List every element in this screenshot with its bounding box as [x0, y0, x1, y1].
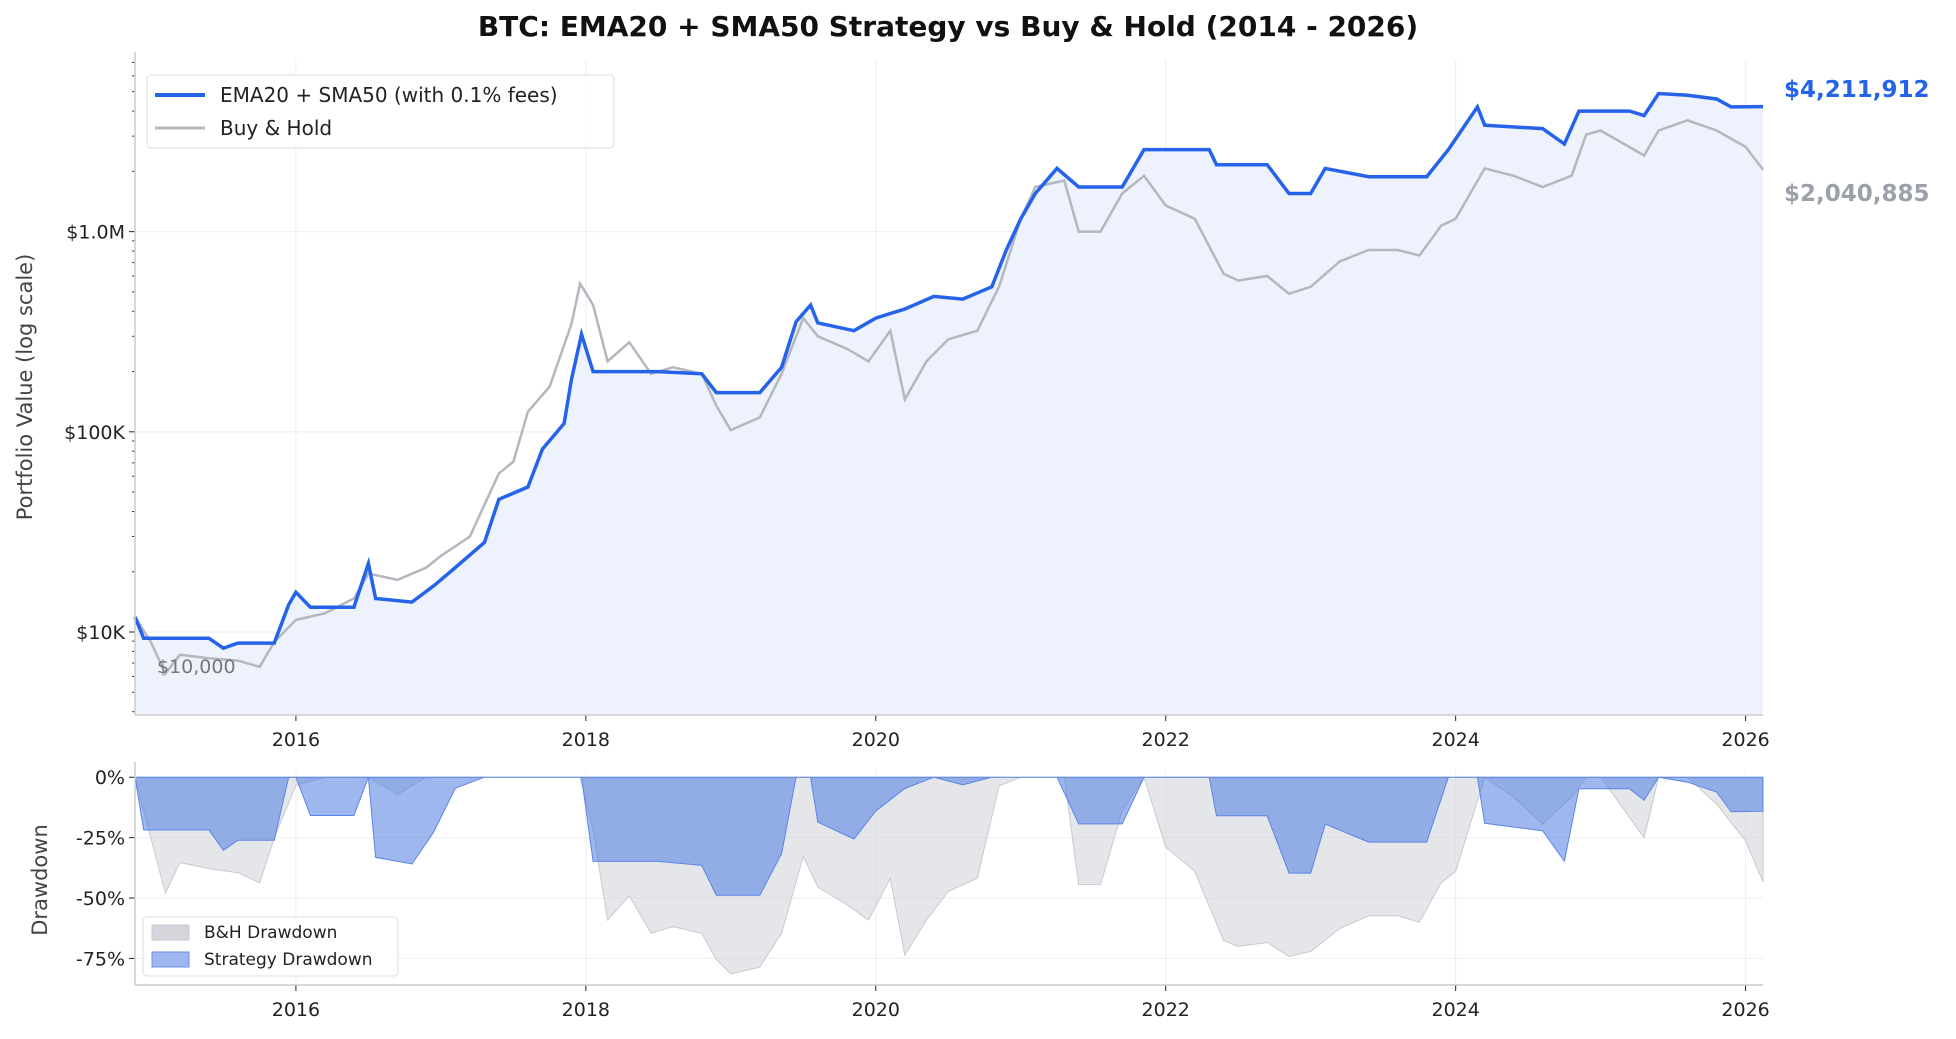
y-tick-label: -25%	[76, 828, 125, 850]
strategy-line	[133, 91, 1764, 651]
legend: EMA20 + SMA50 (with 0.1% fees) Buy & Hol…	[146, 74, 615, 149]
x-tick-label: 2016	[272, 729, 320, 751]
x-tick-label: 2018	[562, 729, 610, 751]
drawdown-y-axis-label: Drawdown	[28, 824, 52, 936]
chart-title: BTC: EMA20 + SMA50 Strategy vs Buy & Hol…	[478, 10, 1418, 43]
bh-end-label: $2,040,885	[1784, 181, 1930, 207]
x-tick-label: 2020	[852, 729, 900, 751]
y-tick-label: -50%	[76, 888, 125, 910]
y-tick-label: 0%	[95, 767, 125, 789]
top-plot: 2016 2018 2020 2022 2024 2026 $10K $100K $1.0M	[64, 52, 1770, 751]
x-tick-label: 2024	[1431, 729, 1479, 751]
legend-label-strategy: EMA20 + SMA50 (with 0.1% fees)	[220, 83, 558, 107]
legend-label-strategy-drawdown: Strategy Drawdown	[204, 950, 373, 970]
y-tick-label: $1.0M	[66, 222, 125, 244]
y-tick-label: $100K	[64, 422, 125, 444]
legend-swatch-strategy-drawdown	[151, 951, 190, 968]
x-tick-label: 2022	[1142, 999, 1190, 1021]
y-tick-label: -75%	[76, 948, 125, 970]
x-tick-label: 2026	[1721, 729, 1769, 751]
strategy-drawdown-area	[134, 776, 1764, 896]
x-tick-label: 2018	[562, 999, 610, 1021]
x-tick-label: 2026	[1721, 999, 1769, 1021]
drawdown-legend: B&H Drawdown Strategy Drawdown	[142, 916, 399, 977]
legend-label-bh: Buy & Hold	[220, 116, 332, 140]
x-tick-label: 2016	[272, 999, 320, 1021]
legend-swatch-bh-drawdown	[151, 924, 190, 941]
x-tick-label: 2022	[1142, 729, 1190, 751]
drawdown-plot: 2016 2018 2020 2022 2024 2026 0% -25% -50% -75%	[76, 762, 1770, 1021]
x-tick-label: 2024	[1431, 999, 1479, 1021]
bh-line	[133, 118, 1764, 677]
x-tick-label: 2020	[852, 999, 900, 1021]
strategy-fill	[135, 93, 1763, 715]
strategy-end-label: $4,211,912	[1784, 77, 1930, 103]
start-value-label: $10,000	[157, 656, 236, 678]
y-tick-label: $10K	[76, 622, 125, 644]
legend-label-bh-drawdown: B&H Drawdown	[204, 923, 337, 943]
y-axis-label: Portfolio Value (log scale)	[13, 254, 37, 521]
